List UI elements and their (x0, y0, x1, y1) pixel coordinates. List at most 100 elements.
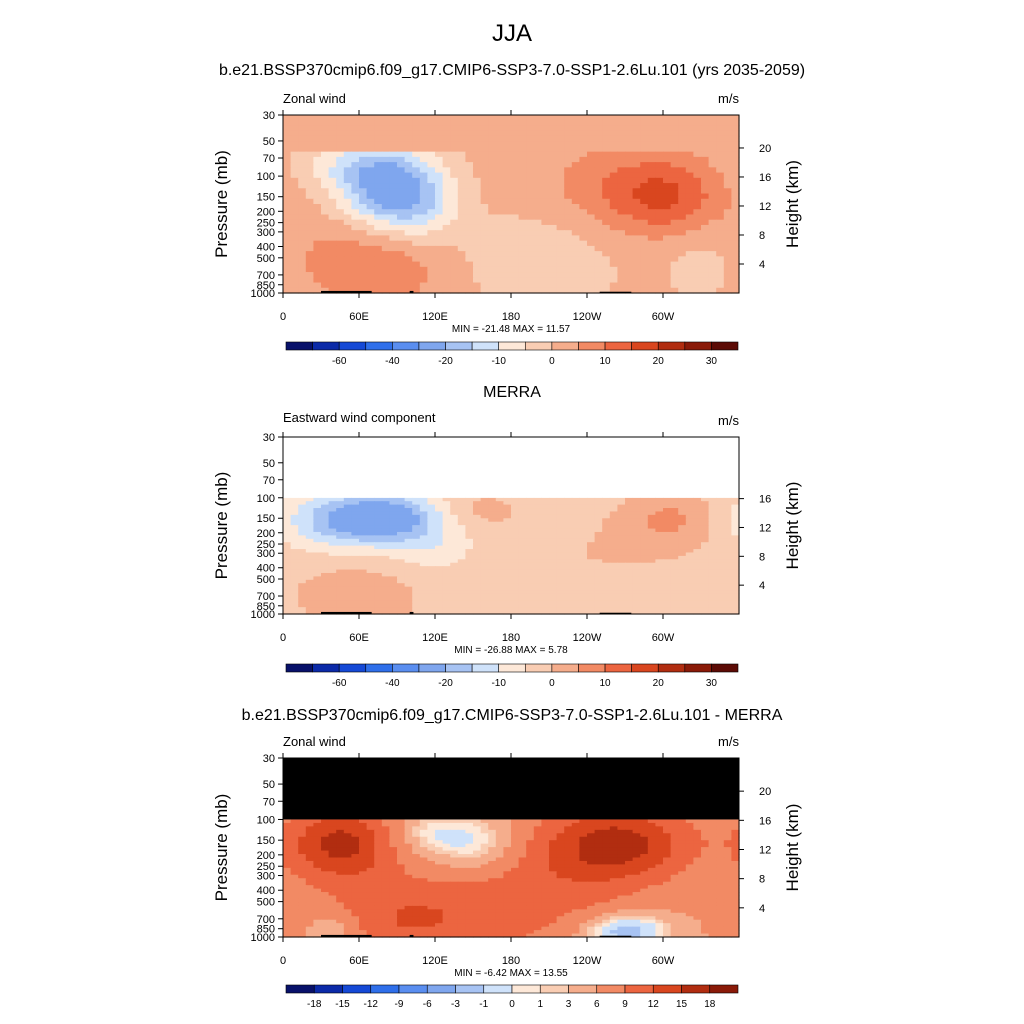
heat-cell (328, 230, 337, 237)
heat-cell (328, 235, 337, 242)
heat-cell (419, 167, 428, 174)
heat-cell (556, 518, 565, 523)
heat-cell (609, 167, 618, 174)
heat-cell (374, 240, 383, 247)
heat-cell (290, 850, 299, 855)
heat-cell (533, 860, 542, 866)
heat-cell (473, 590, 482, 595)
heat-cell (412, 860, 421, 866)
heat-cell (503, 251, 512, 257)
heat-cell (495, 857, 504, 862)
heat-cell (549, 854, 558, 859)
heat-cell (313, 593, 322, 598)
heat-cell (427, 508, 436, 513)
heat-cell (412, 245, 421, 252)
heat-cell (518, 860, 527, 866)
heat-cell (632, 572, 641, 577)
height-tick-label: 12 (759, 201, 771, 213)
heat-cell (655, 251, 664, 257)
heat-cell (647, 198, 656, 205)
heat-cell (343, 538, 352, 543)
heat-cell (419, 261, 428, 268)
heat-cell (518, 535, 527, 540)
heat-cell (701, 850, 710, 855)
heat-cell (465, 209, 474, 216)
heat-cell (336, 266, 345, 273)
heat-cell (374, 251, 383, 257)
heat-cell (283, 240, 292, 247)
heat-cell (283, 566, 292, 571)
heat-cell (556, 514, 565, 519)
heat-cell (511, 603, 520, 608)
heat-cell (457, 850, 466, 855)
heat-cell (503, 860, 512, 866)
heat-cell (450, 860, 459, 866)
heat-cell (290, 555, 299, 560)
heat-cell (397, 511, 406, 516)
heat-cell (283, 572, 292, 577)
heat-cell (594, 521, 603, 526)
heat-cell (579, 603, 588, 608)
heat-cell (374, 569, 383, 574)
heat-cell (305, 511, 314, 516)
heat-cell (321, 535, 330, 540)
heat-cell (397, 549, 406, 554)
heat-cell (655, 596, 664, 601)
heat-cell (305, 115, 314, 121)
heat-cell (594, 151, 603, 158)
heat-cell (564, 151, 573, 158)
heat-cell (298, 847, 307, 852)
heat-cell (685, 230, 694, 237)
heat-cell (678, 219, 687, 226)
heat-cell (685, 555, 694, 560)
heat-cell (359, 535, 368, 540)
heat-cell (283, 125, 292, 132)
heat-cell (708, 162, 717, 168)
heat-cell (473, 156, 482, 163)
heat-cell (435, 566, 444, 571)
heat-cell (435, 151, 444, 158)
heat-cell (473, 282, 482, 289)
heat-cell (708, 167, 717, 174)
heat-cell (435, 146, 444, 153)
heat-cell (503, 245, 512, 252)
heat-cell (708, 826, 717, 831)
heat-cell (693, 115, 702, 121)
heat-cell (655, 603, 664, 608)
heat-cell (503, 854, 512, 859)
heat-cell (678, 245, 687, 252)
heat-cell (701, 287, 710, 294)
heat-cell (427, 172, 436, 179)
heat-cell (594, 840, 603, 845)
heat-cell (435, 833, 444, 838)
heat-cell (488, 826, 497, 831)
heat-cell (670, 559, 679, 564)
heat-cell (632, 826, 641, 831)
heat-cell (343, 826, 352, 831)
heat-cell (427, 282, 436, 289)
heat-cell (321, 277, 330, 284)
heat-cell (731, 183, 740, 189)
heat-cell (495, 193, 504, 200)
heat-cell (351, 214, 360, 221)
heat-cell (328, 219, 337, 226)
heat-cell (533, 579, 542, 584)
heat-cell (473, 555, 482, 560)
heat-cell (693, 214, 702, 221)
heat-cell (321, 224, 330, 231)
heat-cell (693, 531, 702, 536)
heat-cell (617, 214, 626, 221)
heat-cell (495, 538, 504, 543)
heat-cell (701, 188, 710, 195)
heat-cell (556, 219, 565, 226)
heat-cell (533, 528, 542, 533)
heat-cell (564, 277, 573, 284)
heat-cell (640, 504, 649, 509)
heat-cell (549, 600, 558, 605)
heat-cell (625, 115, 634, 121)
heat-cell (480, 538, 489, 543)
heat-cell (647, 562, 656, 567)
height-axis-title: Height (km) (783, 482, 802, 570)
heat-cell (701, 840, 710, 845)
heat-cell (556, 272, 565, 278)
